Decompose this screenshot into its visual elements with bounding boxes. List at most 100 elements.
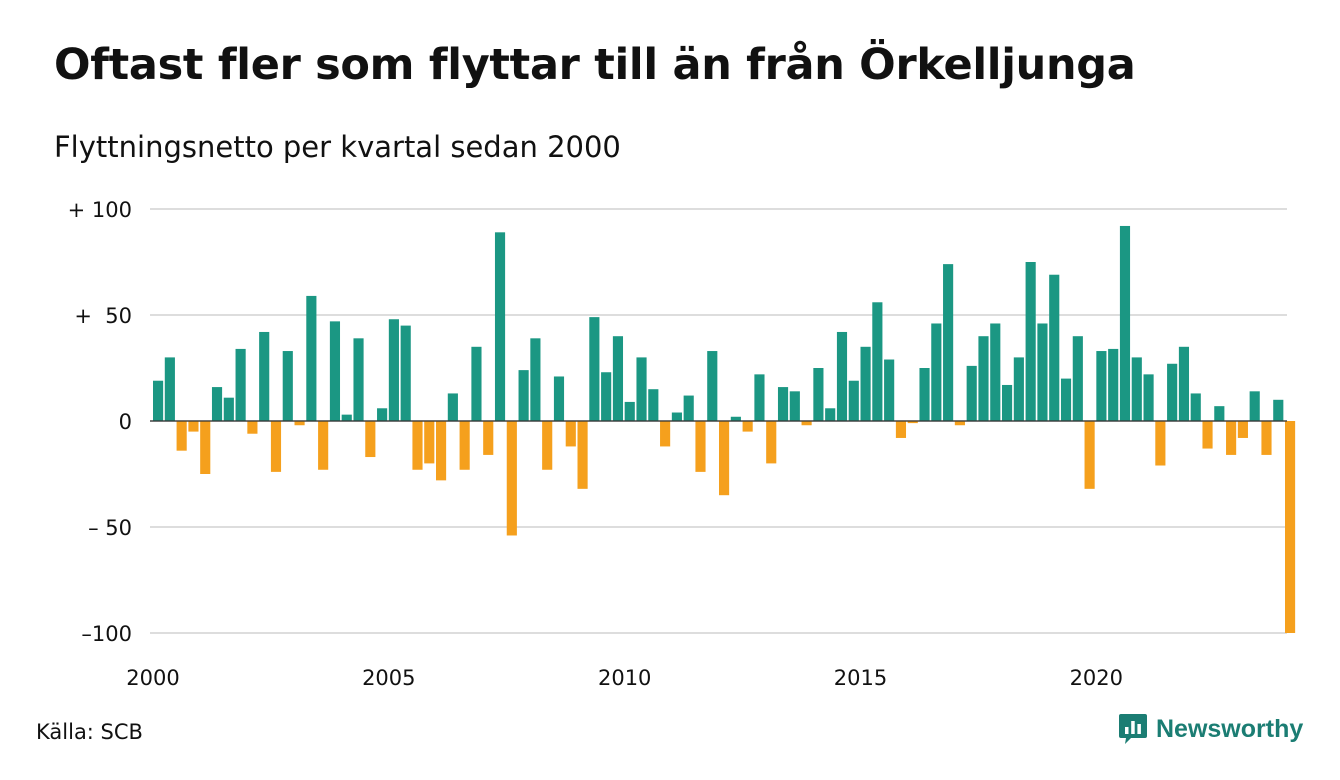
bar [400,325,411,421]
bar [1108,348,1119,421]
bar [872,302,883,421]
bar [530,338,541,421]
bar [483,421,494,455]
x-tick-label: 2000 [126,666,179,690]
bar [1084,421,1095,489]
bar [188,421,199,432]
bar [895,421,907,438]
bar [200,421,211,474]
y-tick-label: + 100 [68,198,132,222]
bar [836,331,848,421]
bar [306,295,317,421]
bar [447,393,458,421]
bar [943,264,954,421]
bar [848,380,859,421]
x-axis-tick-labels: 2000 2005 2010 2015 2020 [126,666,1123,690]
bar [813,368,824,421]
bar [341,414,352,421]
bar [907,421,918,424]
bar [919,368,930,421]
bar [954,421,965,426]
bar [211,387,223,421]
bar [695,421,706,472]
bar [966,365,977,421]
source-note: Källa: SCB [36,720,143,744]
bar [1273,399,1284,421]
bar [1025,262,1036,421]
bar [247,421,258,434]
bar [978,336,989,421]
bars [150,225,1296,633]
bar [282,351,293,421]
bar [707,351,718,421]
bar [1202,421,1213,449]
bar [270,421,282,472]
bar [506,421,517,536]
bar-chart-speech-bubble-icon [1119,714,1147,744]
bar [1178,346,1190,421]
bar [1119,225,1131,421]
bar [424,421,435,464]
bar [860,346,871,421]
bar [801,421,812,426]
x-tick-label: 2010 [598,666,651,690]
bar [1167,363,1178,421]
bar [789,391,800,421]
brand-logo[interactable]: Newsworthy [1118,713,1303,745]
chart-title: Oftast fler som flyttar till än från Örk… [54,40,1136,90]
bar [1131,357,1142,421]
bar [294,421,305,426]
bar [719,421,730,496]
bar [1237,421,1248,438]
chart-subtitle: Flyttningsnetto per kvartal sedan 2000 [54,130,621,164]
bar [624,401,635,421]
bar [565,421,576,447]
bar [377,408,388,421]
bar [1037,323,1048,421]
y-tick-label: 0 [119,410,132,434]
bar [164,357,175,421]
bar [648,389,659,421]
bar [1190,393,1201,421]
bar [1249,391,1260,421]
bar [318,421,329,470]
bar [742,421,753,432]
bar [730,416,741,421]
bar [388,319,399,421]
y-tick-label: –100 [81,622,132,646]
bar [1261,421,1272,455]
bar [931,323,942,421]
bar [1143,374,1154,421]
bar [777,387,789,421]
bar [660,421,671,447]
bar [518,370,529,421]
bar [1285,421,1296,633]
bar [153,380,164,421]
bar [223,397,234,421]
bar [766,421,777,464]
bar [1013,357,1024,421]
bar [1155,421,1166,466]
bar [1214,406,1225,421]
bar [494,232,506,421]
x-tick-label: 2020 [1070,666,1123,690]
bar [412,421,423,470]
y-tick-label: – 50 [88,516,132,540]
x-tick-label: 2005 [362,666,415,690]
y-tick-label: + 50 [74,304,132,328]
bar [1226,421,1237,455]
bar [436,421,447,481]
bar [1072,336,1083,421]
bar [471,346,482,421]
bar [542,421,553,470]
bar [636,357,647,421]
bar-chart: + 100 + 50 0 – 50 –100 2000 2005 2010 2015 2020 [68,198,1296,690]
bar [329,321,341,421]
y-axis-tick-labels: + 100 + 50 0 – 50 –100 [68,198,132,646]
bar [1002,384,1013,421]
bar [683,395,694,421]
bar [589,317,600,421]
bar [990,323,1001,421]
bar [1060,378,1072,421]
bar [459,421,470,470]
